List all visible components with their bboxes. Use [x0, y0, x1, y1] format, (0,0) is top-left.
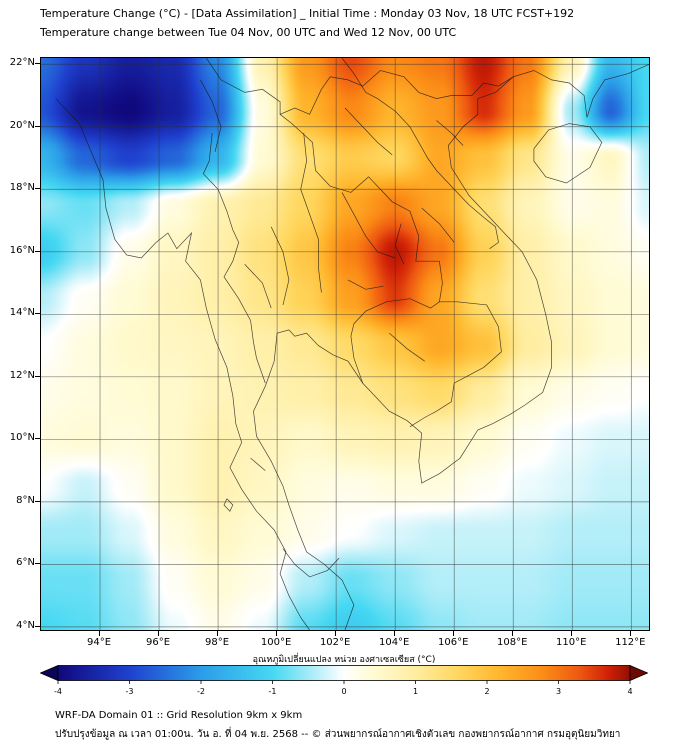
x-tick-label: 108°E [497, 637, 528, 648]
colorbar-tick-label: 3 [555, 687, 562, 696]
x-tick-label: 102°E [319, 637, 351, 648]
x-tick-mark [394, 631, 396, 636]
heatmap-canvas [41, 58, 649, 630]
y-tick-mark [35, 250, 40, 252]
border-path [244, 264, 272, 309]
border-path [300, 132, 322, 293]
x-tick-label: 104°E [378, 637, 410, 648]
y-tick-mark [35, 125, 40, 127]
border-path [394, 223, 405, 265]
border-path [344, 107, 393, 156]
footer-credit: ปรับปรุงข้อมูล ณ เวลา 01:00น. วัน อ. ที่… [55, 729, 621, 740]
x-tick-mark [571, 631, 573, 636]
y-tick-mark [35, 500, 40, 502]
colorbar-under-arrow [39, 664, 59, 682]
footer-domain-info: WRF-DA Domain 01 :: Grid Resolution 9km … [55, 710, 303, 721]
border-path [253, 63, 649, 630]
y-tick-label: 18°N [9, 182, 35, 194]
colorbar-tick-label: -3 [125, 687, 134, 696]
border-path [200, 79, 222, 152]
chart-subtitle: Temperature change between Tue 04 Nov, 0… [40, 26, 457, 39]
x-tick-mark [99, 631, 101, 636]
border-path [421, 207, 455, 243]
border-path [347, 279, 384, 290]
border-path [341, 192, 396, 259]
x-tick-label: 110°E [556, 637, 587, 648]
x-tick-mark [512, 631, 514, 636]
border-path [206, 58, 514, 115]
y-tick-mark [35, 313, 40, 315]
x-tick-mark [158, 631, 160, 636]
y-tick-label: 12°N [9, 369, 35, 381]
chart-title: Temperature Change (°C) - [Data Assimila… [40, 7, 575, 20]
y-tick-mark [35, 438, 40, 440]
border-path [270, 226, 290, 305]
x-tick-label: 94°E [86, 637, 112, 648]
x-tick-label: 112°E [615, 637, 646, 648]
x-tick-label: 96°E [146, 637, 171, 648]
border-path [279, 114, 443, 302]
x-tick-mark [453, 631, 455, 636]
y-tick-label: 4°N [16, 619, 35, 631]
y-tick-mark [35, 625, 40, 627]
colorbar-tick-label: 1 [412, 687, 419, 696]
x-tick-mark [630, 631, 632, 636]
colorbar-tick-label: 2 [484, 687, 490, 696]
y-tick-label: 10°N [9, 432, 35, 444]
x-tick-label: 100°E [260, 637, 292, 648]
y-tick-mark [35, 375, 40, 377]
x-tick-mark [276, 631, 278, 636]
border-path [409, 301, 502, 428]
x-tick-label: 106°E [438, 637, 469, 648]
y-tick-label: 8°N [16, 494, 35, 506]
border-path [341, 58, 499, 249]
colorbar-tick-label: 4 [627, 687, 633, 696]
border-path [250, 457, 266, 471]
border-path [533, 123, 603, 184]
y-tick-mark [35, 188, 40, 190]
colorbar-gradient [57, 665, 631, 681]
map-overlay-svg [41, 58, 649, 630]
colorbar-label: อุณหภูมิเปลี่ยนแปลง หน่วย องศาเซลเซียส (… [252, 655, 436, 665]
y-tick-label: 6°N [16, 557, 35, 569]
border-path [223, 498, 234, 512]
border-path [55, 98, 310, 630]
plot-area [40, 57, 650, 631]
colorbar-over-arrow [629, 664, 649, 682]
colorbar-svg [39, 664, 649, 684]
colorbar-tick-label: 0 [341, 687, 347, 696]
y-tick-label: 20°N [9, 119, 35, 131]
border-path [389, 332, 425, 362]
border-path [350, 298, 440, 384]
y-tick-label: 22°N [9, 57, 35, 69]
colorbar-tick-label: -1 [268, 687, 277, 696]
x-tick-mark [217, 631, 219, 636]
y-tick-label: 14°N [9, 307, 35, 319]
colorbar-tick-label: -4 [54, 687, 62, 696]
border-path [282, 548, 340, 578]
y-tick-mark [35, 563, 40, 565]
y-tick-label: 16°N [9, 244, 35, 256]
border-path [436, 120, 464, 146]
colorbar [39, 664, 649, 685]
y-tick-mark [35, 63, 40, 65]
x-tick-label: 98°E [205, 637, 230, 648]
x-tick-mark [335, 631, 337, 636]
border-path [202, 132, 266, 384]
colorbar-tick-label: -2 [197, 687, 205, 696]
